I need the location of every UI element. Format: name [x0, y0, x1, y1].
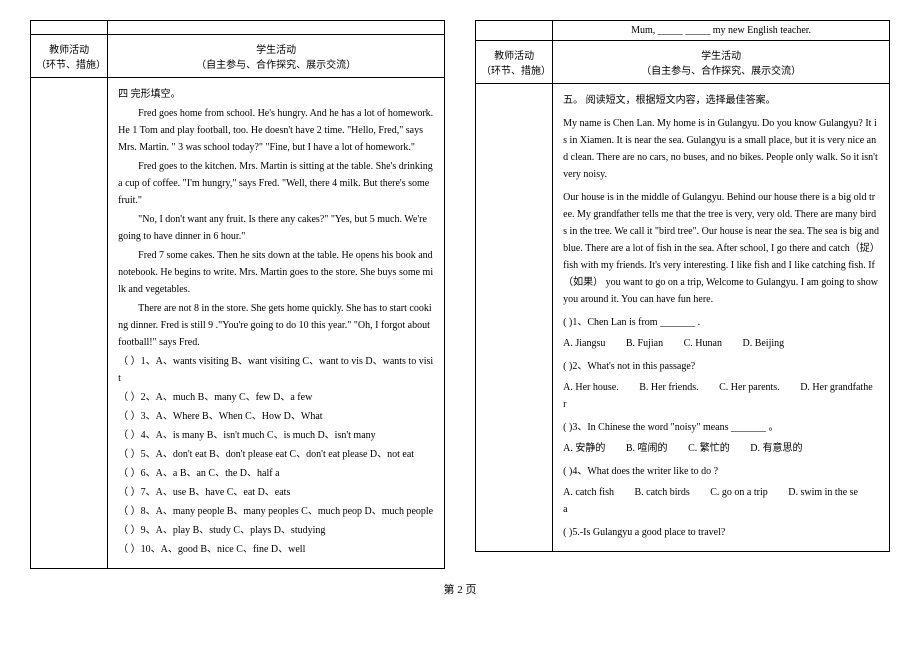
cloze-content: 四 完形填空。 Fred goes home from school. He's… [108, 78, 445, 569]
cloze-para2: Fred goes to the kitchen. Mrs. Martin is… [118, 158, 434, 209]
cloze-q7: （ ）7、A、use B、have C、eat D、eats [118, 484, 434, 501]
page-footer: 第 2 页 [30, 581, 890, 597]
q4-opt-c: C. go on a trip [710, 487, 768, 498]
cloze-para5: There are not 8 in the store. She gets h… [118, 300, 434, 351]
teacher-content [476, 84, 553, 552]
teacher-header-line2: （环节、措施） [481, 62, 547, 77]
reading-q1: ( )1、Chen Lan is from _______ . [563, 314, 879, 331]
cloze-q9: （ ）9、A、play B、study C、plays D、studying [118, 522, 434, 539]
left-header-row: 教师活动 （环节、措施） 学生活动 （自主参与、合作探究、展示交流） [31, 35, 445, 78]
content-row: 四 完形填空。 Fred goes home from school. He's… [31, 78, 445, 569]
pages-container: 教师活动 （环节、措施） 学生活动 （自主参与、合作探究、展示交流） 四 完形填… [30, 20, 890, 569]
cloze-q3: （ ）3、A、Where B、When C、How D、What [118, 408, 434, 425]
q2-opt-b: B. Her friends. [639, 382, 698, 393]
q1-opt-d: D. Beijing [742, 338, 784, 349]
cloze-q1: （ ）1、A、wants visiting B、want visiting C、… [118, 353, 434, 387]
student-header: 学生活动 （自主参与、合作探究、展示交流） [553, 41, 890, 84]
reading-content: 五。 阅读短文，根据短文内容，选择最佳答案。 My name is Chen L… [553, 84, 890, 552]
cloze-title: 四 完形填空。 [118, 86, 434, 103]
empty-cell [476, 21, 553, 41]
left-page: 教师活动 （环节、措施） 学生活动 （自主参与、合作探究、展示交流） 四 完形填… [30, 20, 445, 569]
student-header: 学生活动 （自主参与、合作探究、展示交流） [108, 35, 445, 78]
right-top-row: Mum, _____ _____ my new English teacher. [476, 21, 890, 41]
teacher-header: 教师活动 （环节、措施） [31, 35, 108, 78]
reading-q2-opts: A. Her house. B. Her friends. C. Her par… [563, 379, 879, 413]
student-header-line2: （自主参与、合作探究、展示交流） [113, 56, 439, 71]
cloze-q2: （ ）2、A、much B、many C、few D、a few [118, 389, 434, 406]
teacher-header-line1: 教师活动 [36, 41, 102, 56]
q3-opt-a: A. 安静的 [563, 443, 605, 454]
cloze-para4: Fred 7 some cakes. Then he sits down at … [118, 247, 434, 298]
empty-cell [31, 21, 108, 35]
right-header-row: 教师活动 （环节、措施） 学生活动 （自主参与、合作探究、展示交流） [476, 41, 890, 84]
q2-opt-a: A. Her house. [563, 382, 619, 393]
reading-q3-opts: A. 安静的 B. 喧闹的 C. 繁忙的 D. 有意思的 [563, 440, 879, 457]
q2-opt-c: C. Her parents. [719, 382, 780, 393]
q4-opt-b: B. catch birds [634, 487, 689, 498]
teacher-header-line2: （环节、措施） [36, 56, 102, 71]
q3-opt-d: D. 有意思的 [750, 443, 802, 454]
reading-q4-opts: A. catch fish B. catch birds C. go on a … [563, 484, 879, 518]
content-row: 五。 阅读短文，根据短文内容，选择最佳答案。 My name is Chen L… [476, 84, 890, 552]
reading-body: 五。 阅读短文，根据短文内容，选择最佳答案。 My name is Chen L… [563, 92, 879, 541]
student-header-line1: 学生活动 [558, 47, 884, 62]
reading-para1: My name is Chen Lan. My home is in Gulan… [563, 115, 879, 183]
reading-q3: ( )3、In Chinese the word "noisy" means _… [563, 419, 879, 436]
reading-q4: ( )4、What does the writer like to do ? [563, 463, 879, 480]
cloze-q6: （ ）6、A、a B、an C、the D、half a [118, 465, 434, 482]
q4-opt-a: A. catch fish [563, 487, 614, 498]
q1-opt-b: B. Fujian [626, 338, 663, 349]
cloze-q10: （ ）10、A、good B、nice C、fine D、well [118, 541, 434, 558]
left-table: 教师活动 （环节、措施） 学生活动 （自主参与、合作探究、展示交流） 四 完形填… [30, 20, 445, 569]
q1-opt-a: A. Jiangsu [563, 338, 605, 349]
cloze-q4: （ ）4、A、is many B、isn't much C、is much D、… [118, 427, 434, 444]
cloze-q5: （ ）5、A、don't eat B、don't please eat C、do… [118, 446, 434, 463]
student-header-line2: （自主参与、合作探究、展示交流） [558, 62, 884, 77]
teacher-header: 教师活动 （环节、措施） [476, 41, 553, 84]
teacher-content [31, 78, 108, 569]
reading-q1-opts: A. Jiangsu B. Fujian C. Hunan D. Beijing [563, 335, 879, 352]
q3-opt-b: B. 喧闹的 [626, 443, 668, 454]
fill-sentence: Mum, _____ _____ my new English teacher. [553, 21, 890, 41]
student-header-line1: 学生活动 [113, 41, 439, 56]
reading-para2: Our house is in the middle of Gulangyu. … [563, 189, 879, 308]
right-page: Mum, _____ _____ my new English teacher.… [475, 20, 890, 569]
empty-top-row [31, 21, 445, 35]
teacher-header-line1: 教师活动 [481, 47, 547, 62]
empty-cell [108, 21, 445, 35]
cloze-body: 四 完形填空。 Fred goes home from school. He's… [118, 86, 434, 558]
reading-q2: ( )2、What's not in this passage? [563, 358, 879, 375]
reading-title: 五。 阅读短文，根据短文内容，选择最佳答案。 [563, 92, 879, 109]
reading-q5: ( )5.-Is Gulangyu a good place to travel… [563, 524, 879, 541]
cloze-para3: "No, I don't want any fruit. Is there an… [118, 211, 434, 245]
cloze-para1: Fred goes home from school. He's hungry.… [118, 105, 434, 156]
q1-opt-c: C. Hunan [684, 338, 722, 349]
right-table: Mum, _____ _____ my new English teacher.… [475, 20, 890, 552]
cloze-q8: （ ）8、A、many people B、many peoples C、much… [118, 503, 434, 520]
q3-opt-c: C. 繁忙的 [688, 443, 730, 454]
